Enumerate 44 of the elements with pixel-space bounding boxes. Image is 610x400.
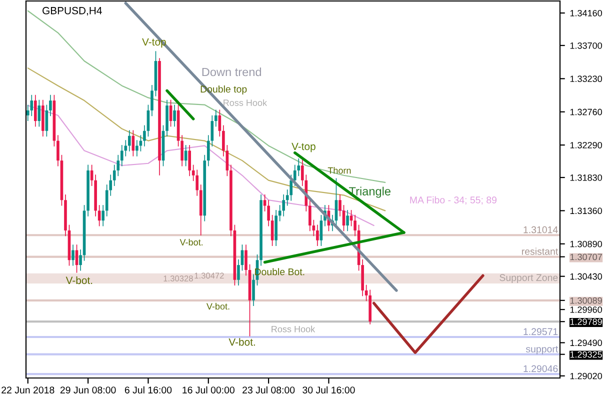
ref-line-label: resistant: [522, 248, 558, 255]
y-tick-label: 1.29789: [570, 318, 602, 325]
band-label: Support Zone: [500, 274, 558, 283]
y-tick-label: 1.29020: [570, 372, 602, 380]
y-tick-label: 1.34160: [570, 10, 602, 16]
annotation: V-bot.: [206, 302, 230, 310]
annotation: 1.30472: [194, 272, 224, 279]
y-tick-label: 1.30707: [570, 254, 602, 260]
annotation: MA Fibo - 34; 55; 89: [410, 196, 497, 205]
x-tick-label: 16 Jul 00:00: [182, 386, 234, 394]
y-tick-label: 1.29960: [570, 306, 602, 313]
y-tick-label: 1.30430: [570, 273, 602, 280]
annotation: V-bot.: [66, 276, 92, 284]
x-tick-label: 6 Jul 16:00: [124, 386, 172, 394]
annotation: Ross Hook: [224, 99, 268, 106]
y-tick-label: 1.29325: [570, 351, 602, 358]
y-tick-label: 1.29490: [570, 340, 602, 346]
x-tick-label: 29 Jun 08:00: [60, 386, 116, 394]
annotation: V-top: [292, 142, 316, 152]
y-tick-label: 1.30089: [570, 297, 602, 304]
annotation: Ross Hook: [272, 326, 316, 332]
annotation: Down trend: [202, 68, 262, 76]
annotation: Thorn: [328, 167, 351, 174]
ref-line-label: 1.31014: [524, 226, 558, 234]
ref-line-label: support: [526, 346, 558, 354]
y-tick-label: 1.30890: [570, 240, 602, 248]
y-tick-label: 1.32290: [570, 142, 602, 148]
y-tick-label: 1.33700: [570, 42, 602, 49]
annotation: Double top: [200, 85, 247, 95]
ref-line-label: 1.29571: [524, 328, 558, 336]
x-tick-label: 30 Jul 16:00: [302, 386, 355, 394]
annotation: V-bot.: [228, 338, 255, 346]
chart-title: GBPUSD,H4: [42, 6, 102, 16]
annotation: V-bot.: [180, 238, 203, 246]
y-tick-label: 1.32760: [570, 108, 602, 116]
x-tick-label: 23 Jul 08:00: [242, 386, 295, 394]
x-tick-label: 22 Jun 2018: [2, 386, 54, 394]
annotation: Triangle: [349, 186, 390, 198]
y-tick-label: 1.31360: [570, 208, 602, 214]
y-tick-label: 1.33230: [570, 76, 602, 82]
ref-line-label: 1.29046: [524, 365, 558, 372]
y-tick-label: 1.31830: [570, 174, 602, 181]
annotation: V-top: [142, 38, 166, 48]
annotation: 1.30328: [164, 275, 193, 282]
